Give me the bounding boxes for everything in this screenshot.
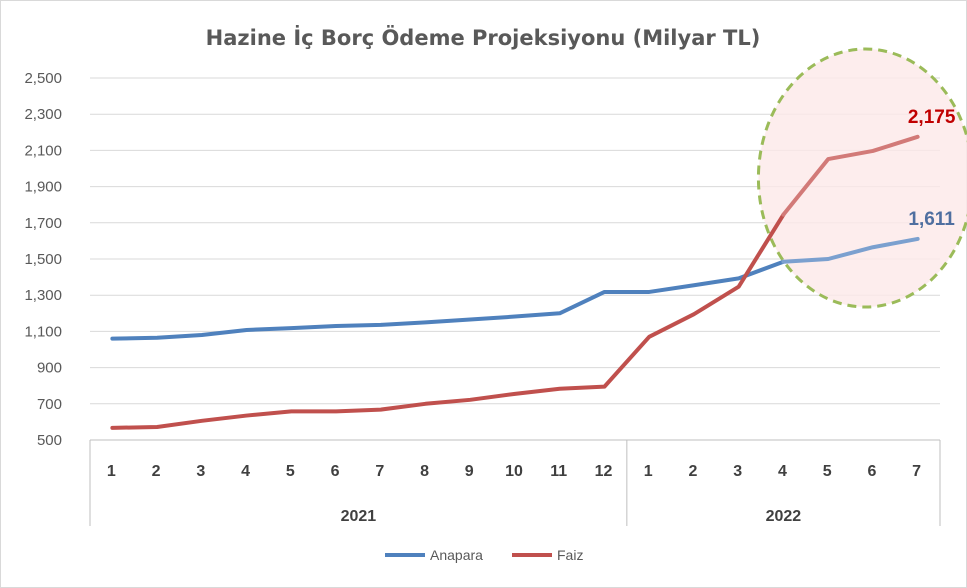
data-point bbox=[647, 335, 651, 339]
data-point bbox=[737, 285, 741, 289]
data-point bbox=[558, 311, 562, 315]
legend-label: Faiz bbox=[557, 547, 583, 563]
data-label: 2,175 bbox=[908, 107, 956, 128]
y-tick-label: 2,500 bbox=[24, 70, 62, 87]
y-tick-label: 700 bbox=[37, 396, 62, 413]
y-tick-label: 900 bbox=[37, 360, 62, 377]
data-point bbox=[289, 409, 293, 413]
x-tick-label: 3 bbox=[196, 463, 205, 480]
data-point bbox=[871, 245, 875, 249]
y-axis: 500 700 900 1,100 1,300 1,500 1,700 1,900 2,100 2… bbox=[24, 70, 62, 449]
x-tick-label: 1 bbox=[107, 463, 116, 480]
series-line-anapara bbox=[110, 259, 786, 341]
data-point bbox=[155, 336, 159, 340]
series-lines bbox=[110, 134, 920, 430]
legend: Anapara Faiz bbox=[385, 547, 583, 563]
data-point bbox=[602, 290, 606, 294]
x-tick-label: 12 bbox=[595, 463, 613, 480]
data-point bbox=[781, 213, 785, 217]
data-point bbox=[513, 315, 517, 319]
data-point bbox=[379, 323, 383, 327]
highlight-ellipse bbox=[756, 47, 967, 309]
data-point bbox=[379, 408, 383, 412]
data-point bbox=[334, 324, 338, 328]
y-tick-label: 2,300 bbox=[24, 106, 62, 123]
legend-label: Anapara bbox=[430, 547, 483, 563]
x-tick-label: 2 bbox=[152, 463, 161, 480]
x-tick-label: 2 bbox=[688, 463, 697, 480]
data-point bbox=[424, 402, 428, 406]
data-label: 1,611 bbox=[908, 209, 955, 230]
data-point bbox=[781, 260, 785, 264]
data-point bbox=[513, 392, 517, 396]
x-tick-label: 7 bbox=[375, 463, 384, 480]
data-point bbox=[424, 320, 428, 324]
data-point bbox=[245, 328, 249, 332]
data-point bbox=[289, 326, 293, 330]
data-point bbox=[871, 149, 875, 153]
series-projection-anapara bbox=[781, 236, 920, 264]
data-point bbox=[826, 257, 830, 261]
data-point bbox=[245, 414, 249, 418]
x-group-label: 2021 bbox=[341, 508, 377, 525]
chart-title: Hazine İç Borç Ödeme Projeksiyonu (Milya… bbox=[206, 25, 761, 50]
highlight-annotation bbox=[756, 47, 967, 309]
data-point bbox=[200, 419, 204, 423]
x-tick-label: 6 bbox=[331, 463, 340, 480]
y-tick-label: 1,900 bbox=[24, 179, 62, 196]
data-point bbox=[692, 283, 696, 287]
data-point bbox=[916, 237, 920, 241]
x-tick-label: 6 bbox=[867, 463, 876, 480]
data-point bbox=[155, 425, 159, 429]
y-tick-label: 1,100 bbox=[24, 323, 62, 340]
x-tick-label: 7 bbox=[912, 463, 921, 480]
x-tick-label: 9 bbox=[465, 463, 474, 480]
y-tick-label: 500 bbox=[37, 432, 62, 449]
x-tick-label: 5 bbox=[286, 463, 295, 480]
data-point bbox=[737, 276, 741, 280]
y-tick-label: 2,100 bbox=[24, 142, 62, 159]
data-point bbox=[826, 157, 830, 161]
data-point bbox=[110, 426, 114, 430]
y-tick-label: 1,700 bbox=[24, 215, 62, 232]
x-group-label: 2022 bbox=[766, 508, 802, 525]
x-tick-label: 8 bbox=[420, 463, 429, 480]
x-tick-label: 10 bbox=[505, 463, 523, 480]
data-point bbox=[468, 398, 472, 402]
data-point bbox=[647, 290, 651, 294]
y-tick-label: 1,500 bbox=[24, 251, 62, 268]
data-point bbox=[468, 317, 472, 321]
data-point bbox=[200, 333, 204, 337]
data-point bbox=[602, 385, 606, 389]
y-tick-label: 1,300 bbox=[24, 287, 62, 304]
data-point bbox=[110, 337, 114, 341]
data-labels: 2,175 1,611 bbox=[908, 107, 956, 230]
x-tick-label: 3 bbox=[733, 463, 742, 480]
data-point bbox=[558, 387, 562, 391]
x-tick-label: 11 bbox=[550, 463, 567, 480]
series-projection-faiz bbox=[781, 134, 920, 217]
x-tick-label: 4 bbox=[241, 463, 250, 480]
data-point bbox=[916, 135, 920, 139]
data-point bbox=[334, 409, 338, 413]
x-tick-label: 5 bbox=[823, 463, 832, 480]
x-tick-label: 1 bbox=[644, 463, 653, 480]
data-point bbox=[692, 312, 696, 316]
series-line-faiz bbox=[110, 212, 786, 430]
x-tick-label: 4 bbox=[778, 463, 787, 480]
